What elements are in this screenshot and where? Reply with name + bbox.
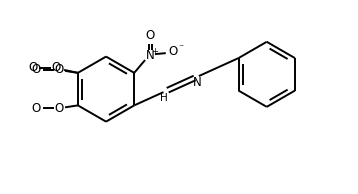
Text: O: O — [28, 61, 37, 74]
Text: O: O — [54, 63, 64, 76]
Text: O: O — [32, 102, 41, 115]
Text: N: N — [146, 49, 154, 62]
Text: O: O — [145, 29, 155, 42]
Text: ⁻: ⁻ — [178, 43, 183, 53]
Text: O: O — [54, 102, 64, 115]
Text: O: O — [52, 61, 61, 74]
Text: +: + — [151, 47, 158, 56]
Text: O: O — [32, 63, 41, 76]
Text: O: O — [168, 45, 177, 58]
Text: H: H — [160, 93, 167, 103]
Text: N: N — [193, 76, 201, 89]
